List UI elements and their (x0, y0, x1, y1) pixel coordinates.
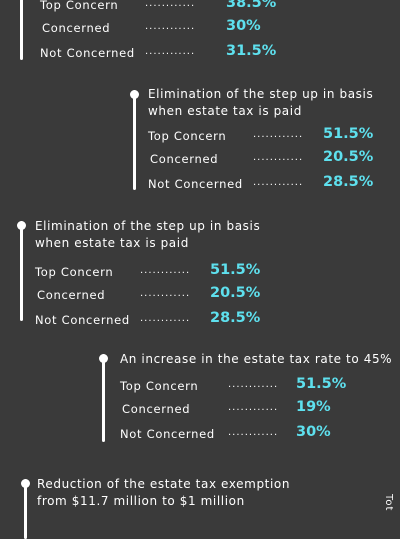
row-leader-dots: ............ (253, 129, 304, 140)
row-label: Top Concern (120, 379, 199, 393)
table-row: Not Concerned............ 28.5% (148, 174, 383, 194)
table-row: Top Concern............ 51.5% (120, 376, 356, 396)
row-leader-dots: ............ (228, 402, 279, 413)
table-row: Top Concern............ 38.5% (40, 0, 286, 15)
timeline-dot (130, 90, 139, 99)
row-label: Not Concerned (120, 427, 215, 441)
block-heading: Elimination of the step up in basis when… (148, 87, 374, 118)
table-row: Concerned............ 19% (120, 399, 356, 419)
row-leader-dots: ............ (140, 265, 191, 276)
row-label: Concerned (37, 288, 106, 302)
block-heading: Elimination of the step up in basis when… (35, 219, 261, 250)
block-heading: An increase in the estate tax rate to 45… (120, 352, 393, 366)
row-value: 30% (226, 18, 261, 34)
row-value: 28.5% (323, 174, 374, 190)
table-row: Top Concern............ 51.5% (148, 126, 383, 146)
row-leader-dots: ............ (145, 46, 196, 57)
row-label: Concerned (150, 152, 219, 166)
row-leader-dots: ............ (140, 288, 191, 299)
row-value: 51.5% (296, 376, 347, 392)
row-label: Top Concern (148, 129, 227, 143)
row-leader-dots: ............ (140, 313, 191, 324)
row-value: 30% (296, 424, 331, 440)
table-row: Concerned............ 20.5% (148, 149, 383, 169)
timeline-line (21, 479, 30, 539)
row-value: 51.5% (210, 262, 261, 278)
row-label: Top Concern (40, 0, 119, 12)
row-value: 19% (296, 399, 331, 415)
row-label: Not Concerned (148, 177, 243, 191)
row-value: 28.5% (210, 310, 261, 326)
table-row: Not Concerned............ 28.5% (35, 310, 270, 330)
row-leader-dots: ............ (145, 21, 196, 32)
row-label: Concerned (42, 21, 111, 35)
timeline-line (20, 0, 23, 60)
row-label: Not Concerned (40, 46, 135, 60)
timeline-line (17, 221, 26, 321)
row-label: Top Concern (35, 265, 114, 279)
row-value: 51.5% (323, 126, 374, 142)
timeline-line (99, 354, 108, 442)
table-row: Not Concerned............ 30% (120, 424, 356, 444)
row-label: Concerned (122, 402, 191, 416)
timeline-dot (17, 221, 26, 230)
row-leader-dots: ............ (145, 0, 196, 9)
row-label: Not Concerned (35, 313, 130, 327)
table-row: Concerned............ 20.5% (35, 285, 270, 305)
timeline-dot (99, 354, 108, 363)
table-row: Not Concerned............ 31.5% (40, 43, 286, 63)
timeline-dot (21, 479, 30, 488)
side-text: Tot (383, 494, 394, 512)
table-row: Concerned............ 30% (40, 18, 286, 38)
row-leader-dots: ............ (228, 427, 279, 438)
row-value: 31.5% (226, 43, 277, 59)
row-leader-dots: ............ (253, 177, 304, 188)
row-value: 20.5% (323, 149, 374, 165)
row-value: 20.5% (210, 285, 261, 301)
row-value: 38.5% (226, 0, 277, 11)
timeline-line (130, 90, 139, 190)
row-leader-dots: ............ (253, 152, 304, 163)
table-row: Top Concern............ 51.5% (35, 262, 270, 282)
block-heading: Reduction of the estate tax exemption fr… (37, 477, 291, 508)
row-leader-dots: ............ (228, 379, 279, 390)
